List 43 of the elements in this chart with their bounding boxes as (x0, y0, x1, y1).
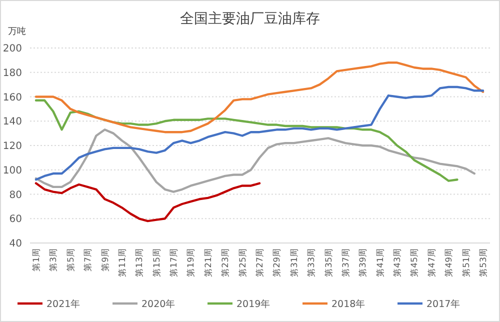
title: 全国主要油厂豆油库存 (180, 11, 320, 27)
x-tick-label: 第53周 (478, 248, 489, 277)
x-tick-label: 第43周 (392, 248, 404, 277)
x-tick-label: 第5周 (65, 248, 76, 272)
y-tick-label: 80 (9, 190, 22, 201)
legend-label: 2018年 (332, 298, 366, 310)
x-tick-label: 第51周 (460, 248, 472, 277)
x-tick-label: 第7周 (82, 248, 94, 272)
legend-label: 2021年 (46, 298, 81, 310)
y-tick-label: 200 (2, 44, 22, 54)
x-tick-label: 第47周 (426, 248, 438, 277)
y-tick-label: 120 (2, 141, 22, 152)
x-tick-label: 第1周 (31, 248, 42, 272)
x-tick-label: 第45周 (409, 248, 420, 277)
x-tick-label: 第17周 (168, 248, 180, 277)
y-tick-label: 100 (2, 165, 22, 176)
x-tick-label: 第27周 (254, 248, 266, 277)
y-tick-label: 160 (2, 92, 22, 104)
x-tick-label: 第25周 (237, 248, 248, 277)
y-tick-label: 60 (9, 214, 22, 226)
x-tick-label: 第13周 (134, 248, 146, 277)
x-tick-label: 第19周 (186, 248, 197, 277)
x-tick-label: 第49周 (444, 248, 455, 277)
x-tick-label: 第41周 (374, 248, 386, 277)
ylabel: 万吨 (8, 27, 26, 37)
y-tick-label: 140 (2, 116, 22, 128)
x-tick-label: 第35周 (323, 248, 334, 277)
y-tick-label: 180 (2, 68, 22, 79)
x-tick-label: 第3周 (48, 248, 60, 272)
x-tick-label: 第21周 (202, 248, 214, 277)
x-tick-label: 第9周 (100, 248, 111, 272)
x-tick-label: 第39周 (358, 248, 369, 277)
x-tick-label: 第31周 (288, 248, 300, 277)
y-tick-label: 40 (9, 238, 22, 250)
x-tick-label: 第11周 (116, 248, 128, 277)
x-tick-label: 第37周 (340, 248, 352, 277)
x-tick-label: 第23周 (220, 248, 232, 277)
legend-label: 2019年 (236, 298, 271, 310)
x-tick-label: 第15周 (151, 248, 162, 277)
legend-label: 2020年 (142, 298, 176, 310)
legend-label: 2017年 (426, 298, 461, 310)
x-tick-label: 第29周 (272, 248, 283, 277)
x-tick-label: 第33周 (306, 248, 318, 277)
